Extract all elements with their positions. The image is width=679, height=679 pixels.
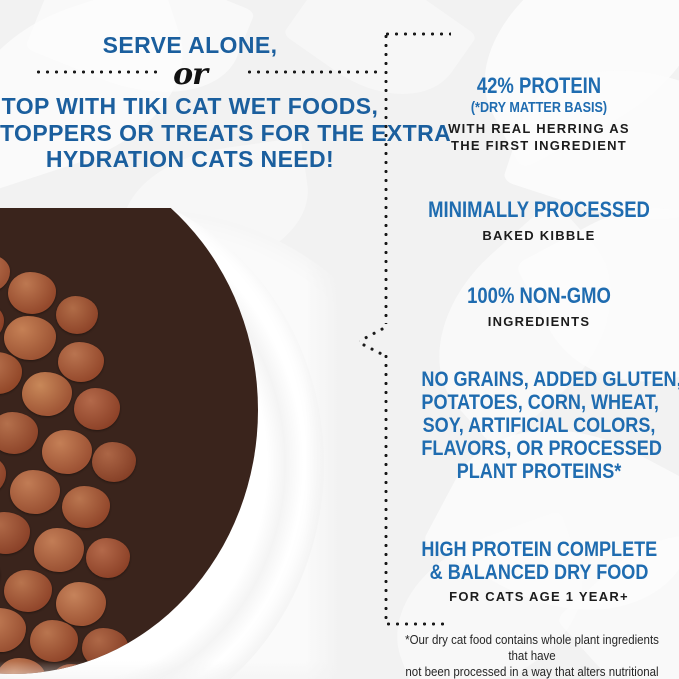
- feature-block-protein: 42% PROTEIN (*DRY MATTER BASIS) WITH REA…: [399, 73, 679, 154]
- feature-processing-headline: MINIMALLY PROCESSED: [428, 197, 650, 222]
- top-with-line-2: TOPPERS OR TREATS FOR THE EXTRA: [0, 119, 452, 146]
- or-connector: or: [0, 57, 380, 92]
- top-with-headline: TOP WITH TIKI CAT WET FOODS, TOPPERS OR …: [0, 93, 451, 173]
- feature-free-from-line-2: POTATOES, CORN, WHEAT,: [421, 390, 659, 414]
- serve-alone-headline: SERVE ALONE,: [0, 33, 380, 58]
- feature-complete-line-1: HIGH PROTEIN COMPLETE: [421, 537, 658, 561]
- feature-complete-line-2: & BALANCED DRY FOOD: [429, 560, 649, 584]
- footnote-line-1: *Our dry cat food contains whole plant i…: [405, 633, 659, 663]
- feature-processing-body-1: BAKED KIBBLE: [482, 227, 596, 243]
- feature-protein-body-2: THE FIRST INGREDIENT: [451, 137, 627, 153]
- footnote: *Our dry cat food contains whole plant i…: [397, 632, 667, 679]
- feature-nongmo-headline: 100% NON-GMO: [467, 283, 611, 308]
- feature-nongmo-body-1: INGREDIENTS: [487, 313, 591, 329]
- feature-block-complete-balanced: HIGH PROTEIN COMPLETE & BALANCED DRY FOO…: [399, 538, 679, 605]
- product-photo-kibble-bowl: [0, 208, 345, 679]
- feature-protein-headline: 42% PROTEIN: [476, 73, 602, 98]
- callout-border-bottom: [384, 622, 448, 626]
- callout-border-left-upper: [384, 32, 388, 324]
- bowl-interior: [0, 208, 258, 674]
- feature-free-from-line-5: PLANT PROTEINS*: [456, 459, 622, 483]
- feature-complete-body-1: FOR CATS AGE 1 YEAR+: [449, 589, 629, 604]
- dotted-rule-right: [245, 70, 377, 74]
- feature-free-from-line-3: SOY, ARTIFICIAL COLORS,: [422, 413, 656, 437]
- callout-notch-upper: [358, 325, 387, 343]
- callout-border-top: [383, 32, 451, 36]
- feature-block-processing: MINIMALLY PROCESSED BAKED KIBBLE: [399, 197, 679, 244]
- dotted-rule-left: [34, 70, 162, 74]
- feature-protein-body-1: WITH REAL HERRING AS: [448, 120, 630, 136]
- callout-border-left-lower: [384, 352, 388, 624]
- feature-protein-subhead: (*DRY MATTER BASIS): [470, 98, 608, 116]
- feature-block-free-from: NO GRAINS, ADDED GLUTEN, POTATOES, CORN,…: [399, 368, 679, 483]
- top-with-line-3: HYDRATION CATS NEED!: [45, 146, 335, 172]
- or-text: or: [173, 57, 208, 92]
- feature-block-nongmo: 100% NON-GMO INGREDIENTS: [399, 283, 679, 330]
- top-with-line-1: TOP WITH TIKI CAT WET FOODS,: [1, 93, 379, 119]
- feature-free-from-line-4: FLAVORS, OR PROCESSED: [421, 436, 662, 460]
- serve-alone-text: SERVE ALONE,: [102, 32, 278, 58]
- footnote-line-2: not been processed in a way that alters …: [405, 665, 659, 679]
- feature-free-from-line-1: NO GRAINS, ADDED GLUTEN,: [421, 367, 679, 391]
